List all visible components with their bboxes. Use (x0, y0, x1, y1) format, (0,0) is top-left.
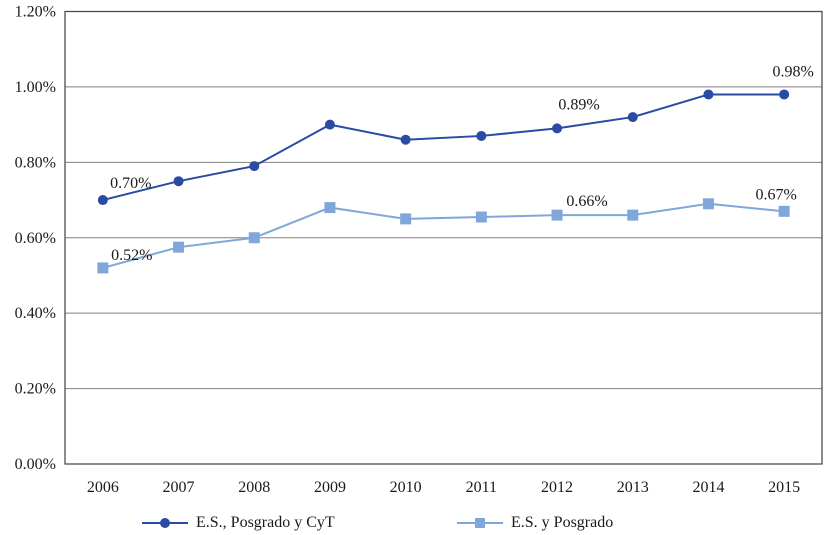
x-tick-label: 2015 (768, 479, 800, 496)
data-point-marker (627, 209, 639, 221)
data-label: 0.52% (111, 247, 152, 264)
legend-label: E.S., Posgrado y CyT (196, 514, 335, 531)
data-point-marker (400, 134, 411, 145)
data-point-marker (778, 205, 790, 217)
legend-item-es-posgrado-cyt: E.S., Posgrado y CyT (142, 514, 335, 532)
x-tick-label: 2008 (238, 479, 270, 496)
data-point-marker (248, 232, 260, 244)
y-tick-label: 1.00% (15, 79, 56, 96)
data-point-marker (475, 211, 487, 223)
data-label: 0.66% (566, 193, 607, 210)
x-tick-label: 2010 (390, 479, 422, 496)
data-point-marker (324, 119, 335, 130)
data-point-marker (173, 176, 184, 187)
y-tick-label: 0.40% (15, 305, 56, 322)
plot-border (64, 10, 823, 465)
data-point-marker (400, 213, 412, 225)
data-point-marker (779, 89, 790, 100)
data-point-marker (97, 262, 109, 274)
data-point-marker (551, 209, 563, 221)
legend-circle-marker (160, 518, 170, 528)
y-tick-label: 0.20% (15, 381, 56, 398)
x-tick-label: 2009 (314, 479, 346, 496)
x-tick-label: 2006 (87, 479, 119, 496)
x-tick-label: 2011 (466, 479, 497, 496)
data-point-marker (702, 198, 714, 210)
data-point-marker (552, 123, 563, 134)
data-point-marker (476, 130, 487, 141)
x-tick-label: 2007 (163, 479, 195, 496)
data-label: 0.67% (755, 186, 796, 203)
series-line-1 (102, 202, 785, 269)
data-label: 0.98% (772, 63, 813, 80)
y-tick-label: 0.00% (15, 456, 56, 473)
legend-label: E.S. y Posgrado (511, 514, 614, 531)
x-tick-label: 2013 (617, 479, 649, 496)
legend-square-marker (475, 518, 485, 528)
data-point-marker (703, 89, 714, 100)
data-label: 0.89% (558, 96, 599, 113)
data-point-marker (97, 195, 108, 206)
data-point-marker (324, 202, 336, 214)
legend-item-es-y-posgrado: E.S. y Posgrado (457, 514, 613, 532)
data-point-marker (627, 112, 638, 123)
legend-marker-circle-icon (142, 518, 188, 528)
y-tick-label: 0.60% (15, 230, 56, 247)
y-tick-label: 0.80% (15, 154, 56, 171)
data-point-marker (249, 161, 260, 172)
y-tick-label: 1.20% (15, 4, 56, 21)
x-tick-label: 2012 (541, 479, 573, 496)
data-point-marker (173, 241, 185, 253)
data-label: 0.70% (110, 175, 151, 192)
series-line-0 (102, 93, 785, 202)
legend-marker-square-icon (457, 518, 503, 528)
x-tick-label: 2014 (692, 479, 724, 496)
